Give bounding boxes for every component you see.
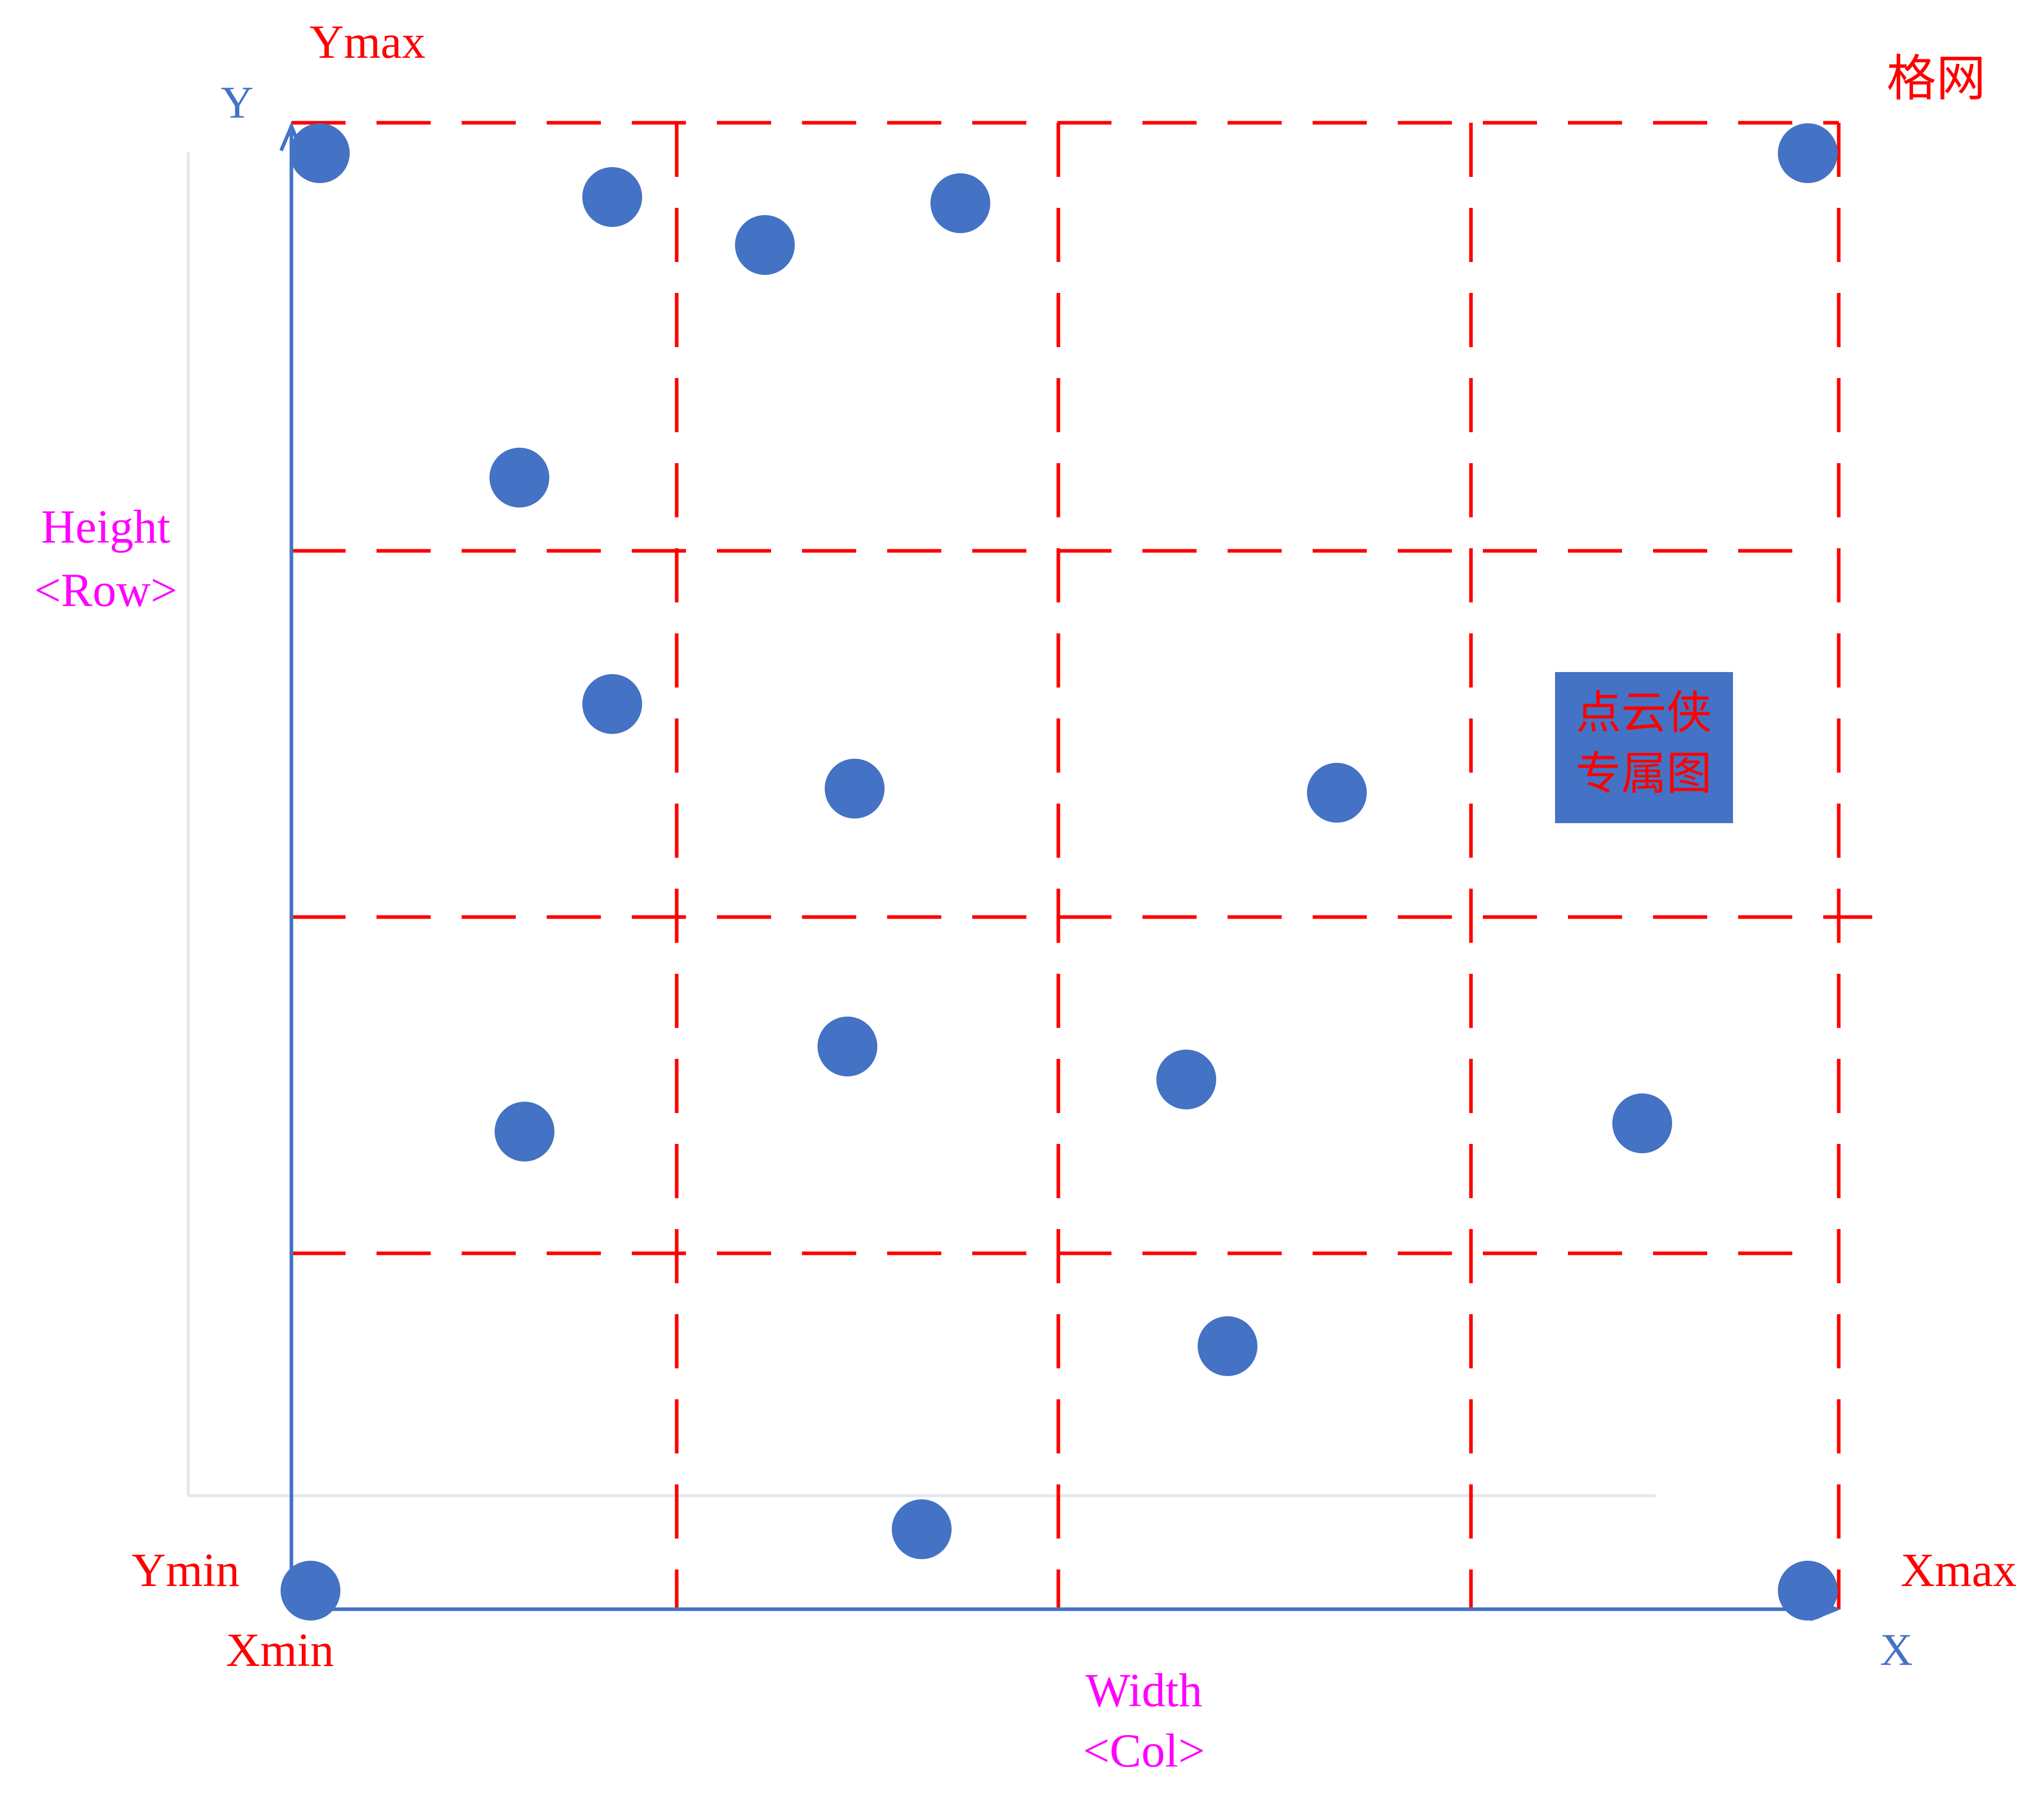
point: [1612, 1093, 1672, 1153]
point: [1156, 1050, 1216, 1109]
point: [735, 215, 795, 275]
point: [582, 167, 642, 227]
background-frame: [187, 152, 1656, 1497]
ymin-label: Ymin: [132, 1544, 240, 1596]
point: [1307, 763, 1367, 823]
col-label: <Col>: [1083, 1724, 1205, 1777]
labels: Ymax Y 格网 Height <Row> Ymin Xmin Xmax X …: [34, 15, 2017, 1777]
grid-label: 格网: [1887, 50, 1986, 107]
point: [1198, 1316, 1257, 1376]
watermark: 点云侠 专属图: [1555, 672, 1733, 823]
grid-lines: [291, 121, 1872, 1609]
watermark-box: [1555, 672, 1733, 823]
point: [892, 1499, 952, 1559]
axes: [279, 122, 1841, 1622]
point: [281, 1561, 340, 1621]
watermark-line-1: 点云侠: [1576, 686, 1712, 739]
x-axis-label: X: [1880, 1625, 1913, 1675]
point: [582, 674, 642, 734]
watermark-line-2: 专属图: [1576, 747, 1712, 800]
height-label: Height: [41, 500, 171, 553]
xmax-label: Xmax: [1901, 1544, 2017, 1596]
point: [825, 759, 885, 819]
ymax-label: Ymax: [309, 15, 426, 68]
point: [290, 123, 350, 183]
point-cloud: [281, 123, 1838, 1621]
point: [1778, 1561, 1838, 1621]
point: [1778, 123, 1838, 183]
row-label: <Row>: [34, 564, 177, 616]
width-label: Width: [1086, 1664, 1202, 1716]
y-axis-label: Y: [221, 78, 254, 128]
point: [495, 1102, 554, 1162]
point: [930, 173, 990, 233]
point: [489, 448, 549, 508]
xmin-label: Xmin: [226, 1624, 334, 1676]
point: [817, 1017, 877, 1076]
